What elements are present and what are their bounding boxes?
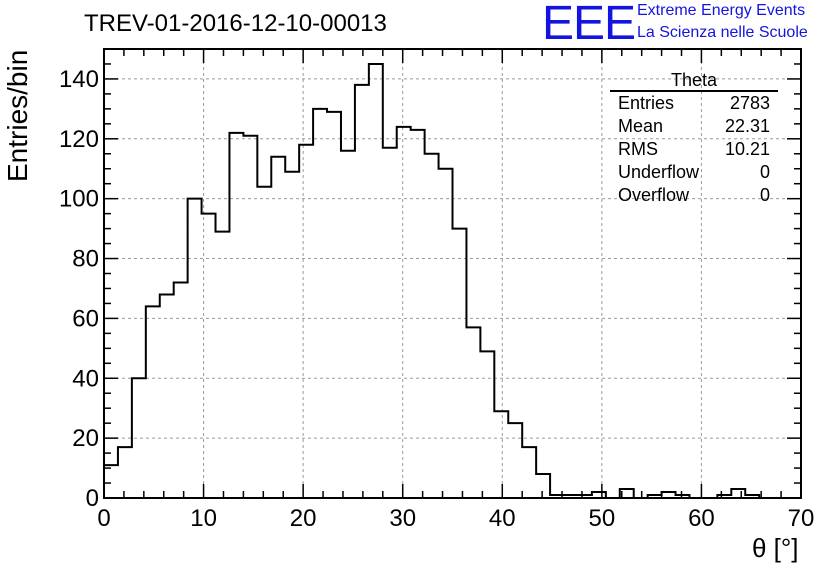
histogram-bin — [453, 229, 467, 498]
histogram-bin — [425, 154, 439, 498]
histogram-bin — [522, 447, 536, 498]
histogram-bin — [229, 133, 243, 498]
stats-label: Overflow — [618, 185, 690, 205]
histogram-bin — [383, 148, 397, 498]
histogram-bin — [271, 157, 285, 498]
x-tick-label: 10 — [190, 505, 217, 532]
y-tick-label: 40 — [72, 365, 99, 392]
y-tick-label: 100 — [59, 186, 99, 213]
stats-row-underflow: Underflow 0 — [610, 161, 778, 184]
histogram-bin — [731, 489, 745, 498]
y-tick-label: 80 — [72, 246, 99, 273]
histogram-bin — [355, 85, 369, 498]
histogram-bin — [466, 327, 480, 498]
x-tick-label: 20 — [290, 505, 317, 532]
x-tick-label: 0 — [97, 505, 110, 532]
histogram-series-line — [103, 62, 801, 499]
y-tick-label: 20 — [72, 425, 99, 452]
y-tick-label: 0 — [86, 485, 99, 512]
histogram-bin — [313, 109, 327, 498]
stats-row-overflow: Overflow 0 — [610, 184, 778, 207]
histogram-bin — [118, 447, 132, 498]
stats-label: Mean — [618, 116, 664, 136]
histogram-bin — [174, 282, 188, 498]
chart-title: TREV-01-2016-12-10-00013 — [84, 10, 387, 37]
eee-logo: EEE — [542, 0, 636, 50]
y-axis-label: Entries/bin — [2, 49, 33, 182]
histogram-bin — [257, 187, 271, 498]
histogram-bin — [439, 169, 453, 498]
stats-value: 0 — [759, 162, 770, 182]
histogram-bin — [216, 232, 230, 498]
histogram-bin — [327, 112, 341, 498]
stats-value: 2783 — [729, 93, 770, 113]
stats-row-rms: RMS 10.21 — [610, 138, 778, 161]
histogram-bin — [620, 489, 634, 498]
logo-text-line1: Extreme Energy Events — [637, 2, 806, 19]
stats-value: 22.31 — [724, 116, 770, 136]
plot-frame — [103, 48, 802, 499]
histogram-bin — [243, 136, 257, 498]
histogram-bin — [188, 199, 202, 498]
y-tick-label: 120 — [59, 126, 99, 153]
histogram-bin — [536, 474, 550, 498]
histogram-bin — [146, 306, 160, 498]
y-tick-label: 140 — [59, 66, 99, 93]
stats-label: RMS — [618, 139, 658, 159]
stats-value: 10.21 — [724, 139, 770, 159]
stats-box: Theta Entries 2783 Mean 22.31 RMS 10.21 … — [610, 70, 778, 207]
histogram-bin — [369, 64, 383, 498]
histogram-bin — [341, 151, 355, 498]
x-axis-label: θ [°] — [752, 533, 799, 563]
histogram-bin — [202, 214, 216, 498]
histogram-bin — [494, 411, 508, 498]
x-tick-label: 30 — [389, 505, 416, 532]
stats-row-entries: Entries 2783 — [610, 92, 778, 115]
histogram-bin — [480, 351, 494, 498]
histogram-bin — [508, 423, 522, 498]
histogram-bin — [160, 294, 174, 498]
histogram-bin — [411, 130, 425, 498]
x-tick-label: 70 — [788, 505, 815, 532]
x-tick-label: 50 — [589, 505, 616, 532]
x-tick-label: 40 — [489, 505, 516, 532]
stats-value: 0 — [759, 185, 770, 205]
histogram-bin — [285, 172, 299, 498]
stats-row-mean: Mean 22.31 — [610, 115, 778, 138]
histogram-bin — [132, 378, 146, 498]
logo-text-line2: La Scienza nelle Scuole — [637, 24, 808, 41]
stats-label: Entries — [618, 93, 675, 113]
histogram-bin — [104, 465, 118, 498]
y-tick-label: 60 — [72, 305, 99, 332]
stats-title: Theta — [610, 70, 778, 92]
histogram-bin — [299, 145, 313, 498]
stats-label: Underflow — [618, 162, 700, 182]
histogram-bin — [397, 127, 411, 498]
x-tick-label: 60 — [688, 505, 715, 532]
